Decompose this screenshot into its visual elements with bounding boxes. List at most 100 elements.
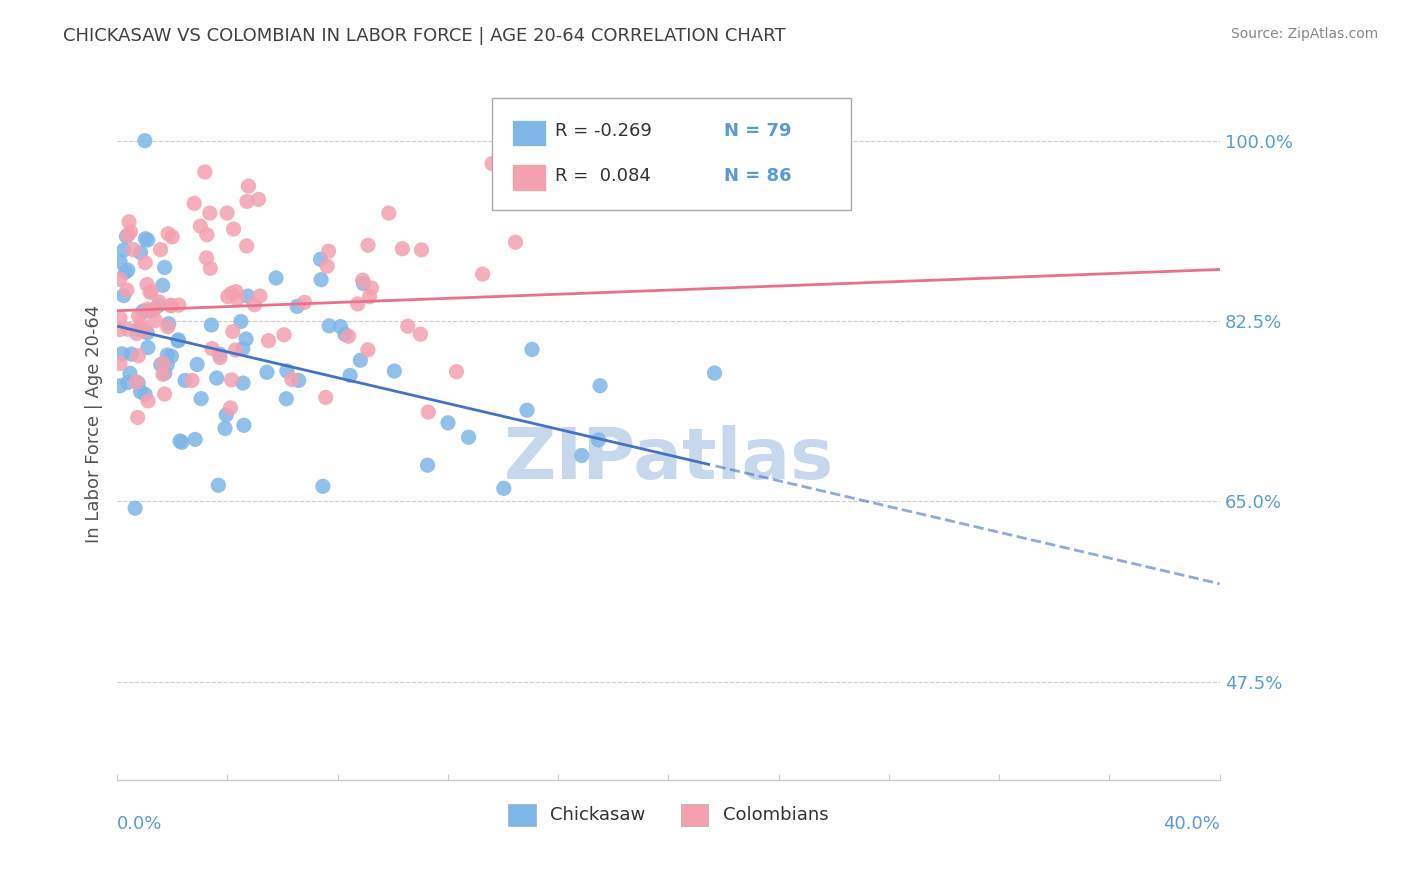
Point bbox=[127, 376, 149, 390]
Point bbox=[190, 392, 212, 406]
Point bbox=[471, 267, 494, 281]
Point bbox=[437, 416, 460, 430]
Point bbox=[136, 277, 159, 292]
Point bbox=[276, 392, 298, 406]
Point bbox=[108, 379, 131, 393]
Point bbox=[359, 290, 381, 304]
Point bbox=[157, 317, 180, 331]
Point bbox=[108, 310, 131, 325]
Point bbox=[418, 405, 440, 419]
Point bbox=[318, 318, 340, 333]
Text: N = 86: N = 86 bbox=[724, 167, 792, 185]
Point bbox=[128, 309, 150, 323]
Point bbox=[222, 325, 245, 339]
Point bbox=[153, 387, 176, 401]
Point bbox=[127, 349, 149, 363]
Point bbox=[409, 327, 432, 342]
Point bbox=[215, 408, 238, 422]
Point bbox=[134, 323, 156, 337]
Point bbox=[571, 449, 593, 463]
Point bbox=[127, 323, 149, 337]
Point bbox=[256, 365, 278, 379]
Text: ZIPatlas: ZIPatlas bbox=[503, 425, 834, 494]
Point bbox=[224, 343, 246, 357]
Point bbox=[117, 376, 139, 390]
Point bbox=[221, 373, 243, 387]
Point bbox=[391, 242, 413, 256]
Point bbox=[217, 289, 239, 303]
Point bbox=[136, 302, 159, 317]
Point bbox=[195, 251, 218, 265]
Point bbox=[236, 194, 259, 209]
Point bbox=[247, 192, 270, 206]
Point bbox=[169, 434, 191, 448]
Point bbox=[346, 297, 368, 311]
Point bbox=[257, 334, 280, 348]
Point bbox=[446, 365, 468, 379]
Point bbox=[136, 233, 159, 247]
Point bbox=[294, 295, 316, 310]
Point bbox=[194, 165, 217, 179]
Point bbox=[235, 332, 257, 346]
Point bbox=[360, 281, 382, 295]
Text: N = 79: N = 79 bbox=[724, 122, 792, 140]
Point bbox=[316, 259, 339, 273]
Point bbox=[108, 356, 131, 370]
Point bbox=[214, 421, 236, 435]
Point bbox=[229, 314, 252, 328]
Point bbox=[287, 374, 309, 388]
Point bbox=[125, 326, 148, 341]
Point bbox=[117, 263, 139, 277]
Point bbox=[148, 295, 170, 310]
Point bbox=[264, 271, 287, 285]
Point bbox=[349, 353, 371, 368]
Point bbox=[134, 387, 156, 401]
Point bbox=[184, 433, 207, 447]
Point bbox=[276, 364, 298, 378]
Point bbox=[457, 430, 479, 444]
Point bbox=[222, 222, 245, 236]
Point bbox=[141, 285, 163, 299]
Point bbox=[232, 418, 254, 433]
Point bbox=[285, 299, 308, 313]
Point bbox=[312, 479, 335, 493]
Point bbox=[132, 304, 155, 318]
Point bbox=[129, 384, 152, 399]
Point bbox=[207, 478, 229, 492]
Point bbox=[134, 232, 156, 246]
Text: R =  0.084: R = 0.084 bbox=[555, 167, 651, 185]
Point bbox=[396, 319, 419, 334]
Point bbox=[152, 278, 174, 293]
Text: Source: ZipAtlas.com: Source: ZipAtlas.com bbox=[1230, 27, 1378, 41]
Point bbox=[198, 206, 221, 220]
Point bbox=[157, 227, 180, 241]
Point bbox=[149, 243, 172, 257]
Point bbox=[114, 265, 136, 279]
Point bbox=[352, 273, 374, 287]
Point bbox=[156, 319, 179, 334]
Point bbox=[115, 229, 138, 244]
Point bbox=[232, 342, 254, 356]
Point bbox=[481, 156, 503, 170]
Point bbox=[174, 374, 197, 388]
Point bbox=[236, 289, 259, 303]
Point bbox=[589, 378, 612, 392]
Point bbox=[108, 322, 131, 336]
Point bbox=[136, 341, 159, 355]
Point bbox=[315, 391, 337, 405]
Point bbox=[153, 260, 176, 275]
Point bbox=[159, 298, 181, 312]
Point bbox=[136, 326, 159, 340]
Point bbox=[516, 403, 538, 417]
Point bbox=[122, 243, 145, 257]
Point bbox=[108, 272, 131, 286]
Point bbox=[125, 375, 148, 389]
Point bbox=[221, 286, 243, 301]
Point bbox=[201, 342, 224, 356]
Point bbox=[333, 327, 356, 342]
Point bbox=[117, 227, 139, 242]
Point bbox=[208, 347, 231, 361]
Point bbox=[129, 245, 152, 260]
Point bbox=[416, 458, 439, 473]
Point bbox=[108, 254, 131, 268]
